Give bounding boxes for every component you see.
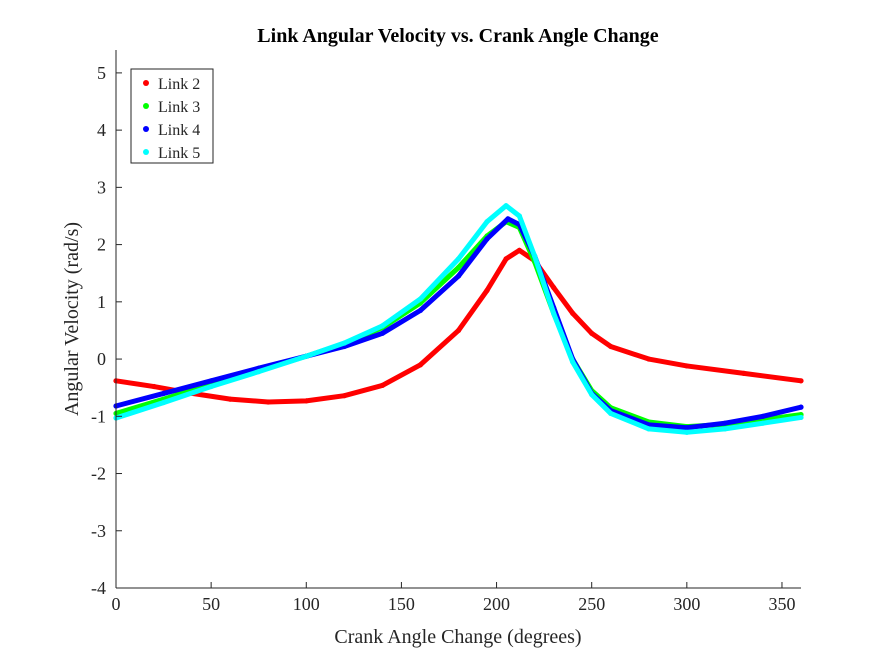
- legend-marker-link-4: [143, 126, 149, 132]
- data-point: [684, 363, 690, 369]
- data-point: [208, 378, 214, 384]
- data-point: [303, 353, 309, 359]
- data-point: [503, 203, 509, 209]
- data-point: [608, 410, 614, 417]
- legend-label-link-5: Link 5: [158, 145, 200, 162]
- y-tick-label: 4: [97, 120, 106, 140]
- series-line-5: [113, 203, 804, 435]
- legend-entry-link-3: Link 3: [143, 99, 200, 116]
- data-point: [417, 307, 424, 314]
- legend-label-link-4: Link 4: [158, 122, 200, 139]
- x-tick-label: 50: [202, 594, 220, 614]
- data-point: [570, 359, 576, 365]
- y-tick-label: 0: [97, 349, 106, 369]
- data-point: [341, 393, 347, 399]
- y-tick-label: 5: [97, 63, 106, 83]
- legend: Link 2 Link 3 Link 4 Link 5: [130, 68, 214, 164]
- legend-entry-link-4: Link 4: [143, 122, 200, 139]
- data-point: [589, 330, 595, 336]
- data-point: [503, 256, 509, 262]
- x-tick-label: 150: [388, 594, 415, 614]
- data-point: [516, 213, 522, 219]
- y-tick-label: 1: [97, 292, 106, 312]
- data-point: [341, 340, 347, 346]
- data-point: [551, 284, 557, 291]
- series-layer: [113, 203, 804, 435]
- data-point: [265, 399, 271, 405]
- data-point: [505, 216, 511, 222]
- series-link-5: [113, 203, 804, 435]
- data-point: [455, 264, 462, 271]
- x-tick-label: 250: [578, 594, 605, 614]
- y-ticks: -4 -3 -2 -1 0 1 2 3 4 5: [91, 63, 122, 598]
- x-tick-label: 0: [112, 594, 121, 614]
- series-line-2: [113, 247, 804, 405]
- data-point: [532, 253, 538, 259]
- data-point: [760, 420, 766, 426]
- legend-box: [130, 68, 214, 164]
- data-point: [798, 414, 804, 421]
- data-point: [303, 398, 309, 404]
- data-point: [151, 383, 157, 390]
- x-tick-label: 200: [483, 594, 510, 614]
- data-point: [484, 219, 490, 225]
- data-point: [455, 327, 462, 334]
- plot-area: [116, 50, 801, 588]
- data-point: [684, 425, 690, 431]
- data-point: [208, 383, 214, 390]
- y-tick-label: 2: [97, 235, 106, 255]
- data-point: [798, 404, 804, 410]
- data-point: [417, 362, 424, 368]
- y-tick-label: -4: [91, 578, 106, 598]
- y-tick-label: -2: [91, 464, 106, 484]
- legend-marker-link-3: [143, 103, 149, 109]
- data-point: [570, 310, 576, 316]
- x-ticks: 0 50 100 150 200 250 300 350: [112, 582, 795, 614]
- x-tick-label: 350: [768, 594, 795, 614]
- data-point: [379, 323, 385, 329]
- y-axis-label: Angular Velocity (rad/s): [61, 222, 83, 416]
- data-point: [379, 330, 385, 336]
- data-point: [417, 296, 424, 302]
- x-tick-label: 100: [293, 594, 320, 614]
- data-point: [722, 420, 728, 426]
- x-axis-label: Crank Angle Change (degrees): [334, 626, 581, 648]
- legend-label-link-3: Link 3: [158, 99, 200, 116]
- data-point: [684, 429, 690, 435]
- y-tick-label: 3: [97, 177, 106, 197]
- data-point: [160, 399, 167, 406]
- data-point: [379, 382, 385, 388]
- data-point: [160, 390, 167, 397]
- legend-marker-link-2: [143, 80, 149, 86]
- data-point: [760, 413, 766, 419]
- legend-marker-link-5: [143, 149, 149, 155]
- data-point: [646, 356, 652, 362]
- data-point: [516, 247, 522, 253]
- data-point: [227, 396, 233, 402]
- x-tick-label: 300: [673, 594, 700, 614]
- data-point: [455, 273, 462, 279]
- legend-entry-link-2: Link 2: [143, 76, 200, 93]
- data-point: [455, 256, 462, 262]
- series-link-2: [113, 247, 804, 405]
- data-point: [798, 378, 804, 384]
- y-tick-label: -1: [91, 406, 106, 426]
- data-point: [722, 426, 728, 432]
- data-point: [256, 369, 262, 375]
- data-point: [589, 391, 595, 398]
- data-point: [484, 236, 490, 242]
- data-point: [484, 287, 490, 293]
- chart-title: Link Angular Velocity vs. Crank Angle Ch…: [257, 25, 659, 47]
- data-point: [551, 310, 557, 316]
- data-point: [608, 343, 614, 350]
- y-tick-label: -3: [91, 521, 106, 541]
- legend-entry-link-5: Link 5: [143, 145, 200, 162]
- data-point: [646, 426, 652, 432]
- data-point: [741, 370, 747, 376]
- legend-label-link-2: Link 2: [158, 76, 200, 93]
